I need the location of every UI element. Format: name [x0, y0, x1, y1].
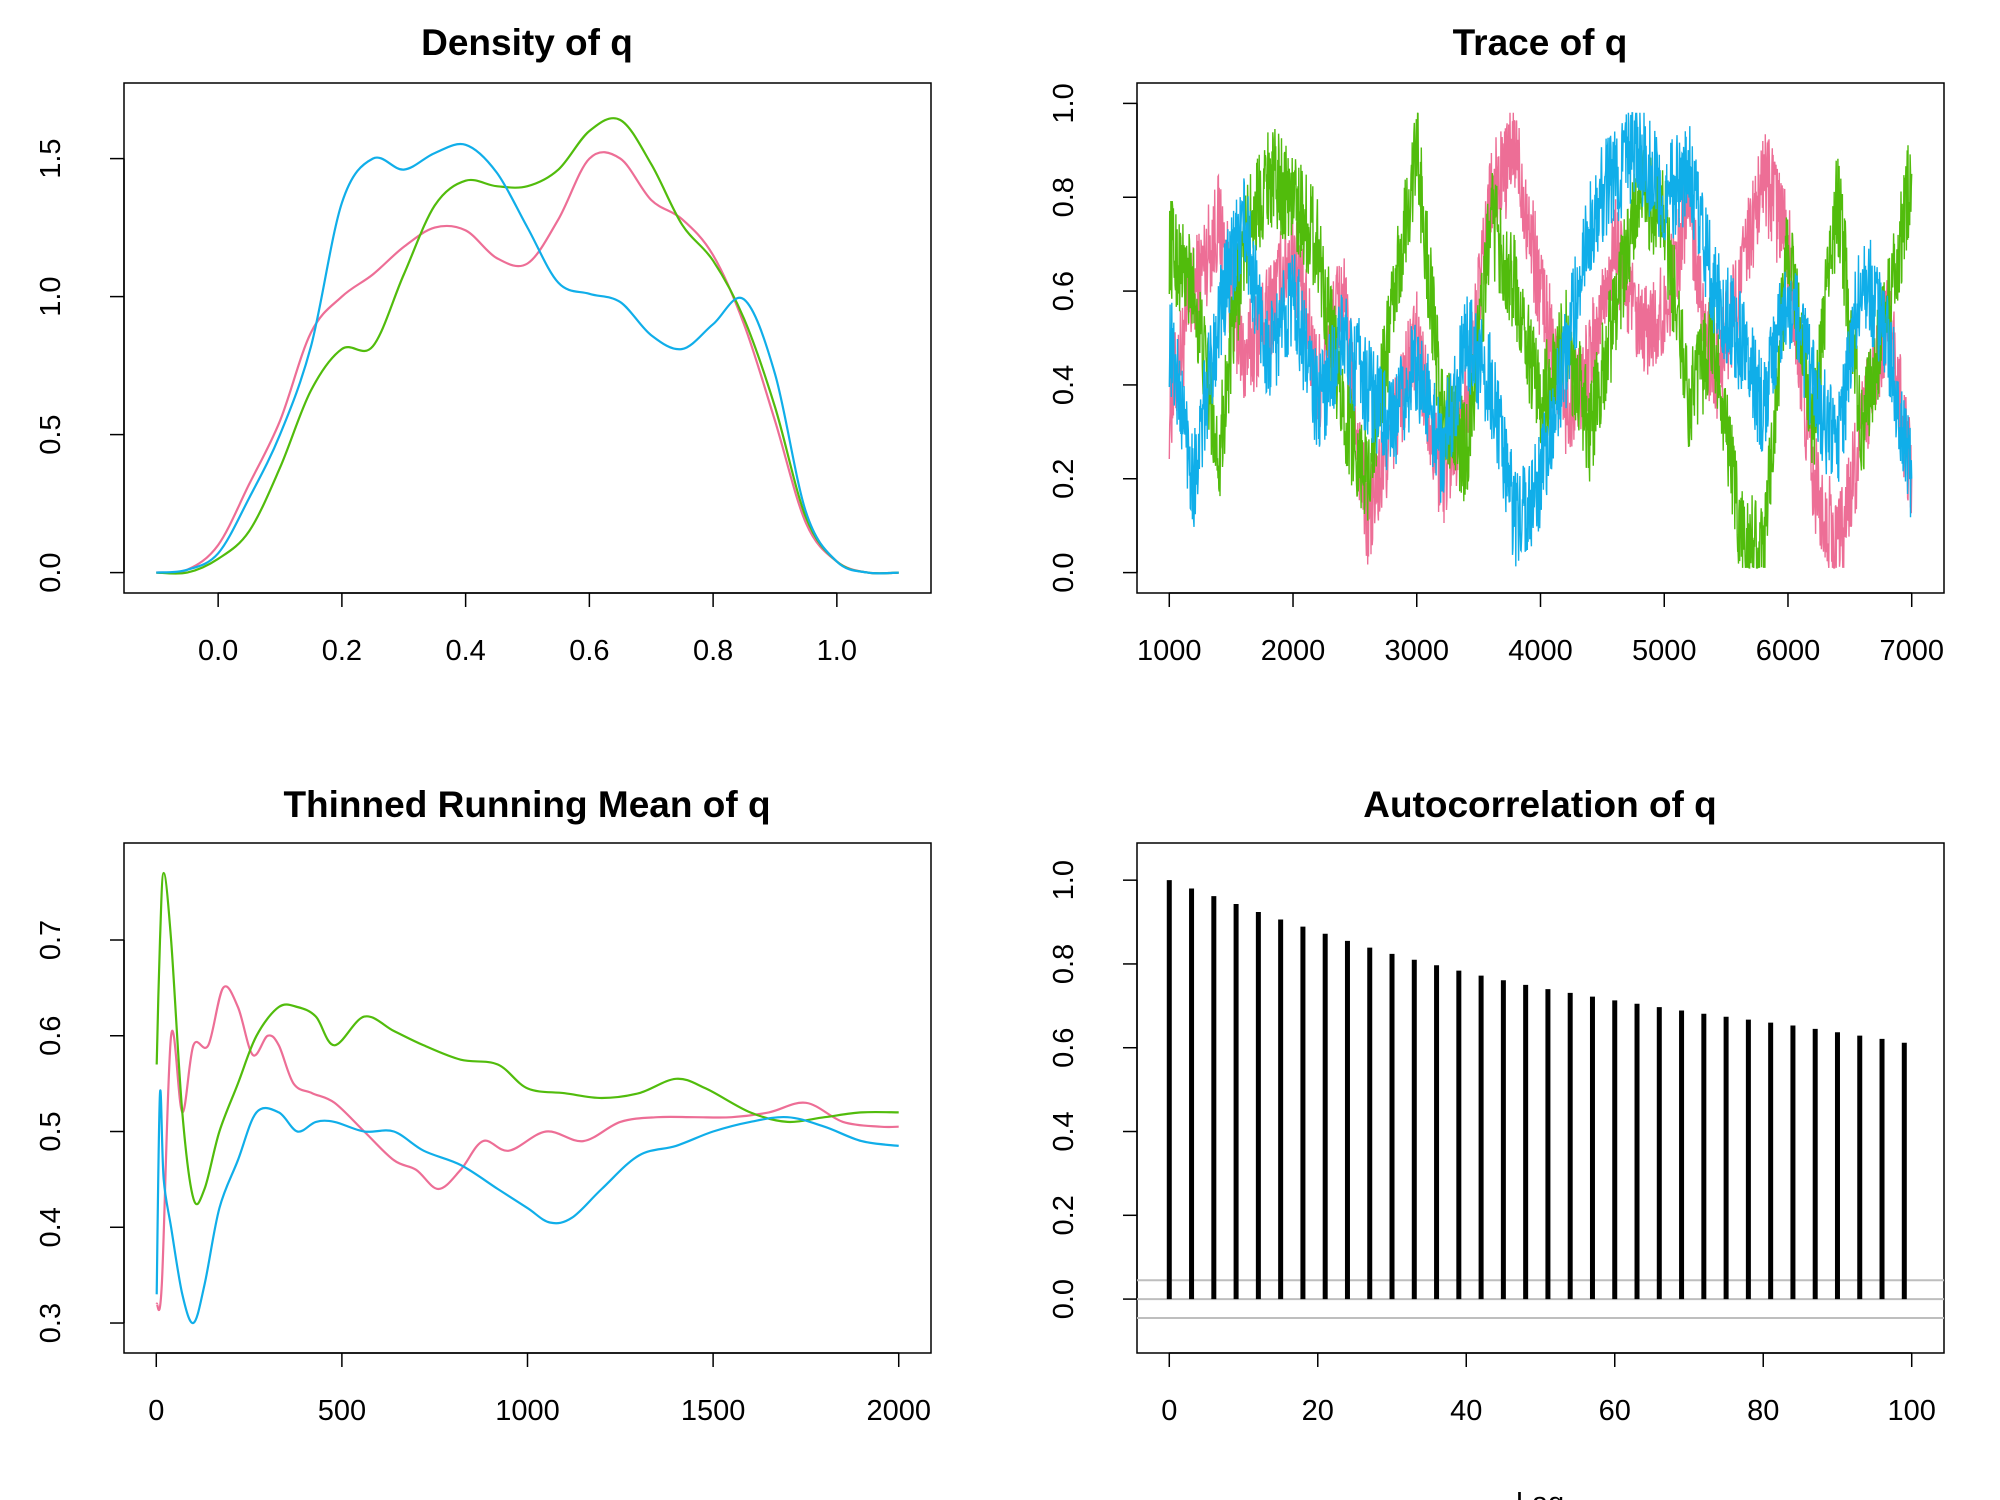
running-mean-series	[155, 871, 899, 1325]
x-tick-label: 3000	[1385, 635, 1450, 667]
density-x-axis: 0.0 0.2 0.4 0.6 0.8 1.0	[198, 592, 857, 667]
y-tick-label: 0.0	[1048, 552, 1080, 592]
x-tick-label: 1500	[681, 1395, 746, 1427]
y-tick-label: 1.5	[35, 138, 67, 178]
x-tick-label: 40	[1450, 1395, 1482, 1427]
y-tick-label: 0.8	[1048, 177, 1080, 217]
acf-y-axis: 0.0 0.2 0.4 0.6 0.8 1.0	[1048, 860, 1138, 1319]
trace-series	[1168, 112, 1913, 569]
acf-x-axis-label: Lag	[1516, 1487, 1564, 1500]
x-tick-label: 60	[1599, 1395, 1631, 1427]
series-line-3	[155, 1089, 899, 1325]
y-tick-label: 1.0	[35, 276, 67, 316]
y-tick-label: 0.4	[1048, 1111, 1080, 1151]
density-title: Density of q	[421, 22, 633, 63]
series-line-2	[156, 117, 899, 575]
x-tick-label: 2000	[1261, 635, 1326, 667]
y-tick-label: 0.5	[35, 1111, 67, 1151]
y-tick-label: 0.4	[35, 1207, 67, 1247]
y-tick-label: 0.0	[1048, 1279, 1080, 1319]
y-tick-label: 0.3	[35, 1303, 67, 1343]
running-mean-y-axis: 0.3 0.4 0.5 0.6 0.7	[35, 920, 125, 1343]
series-line-2	[155, 871, 899, 1206]
y-tick-label: 0.8	[1048, 944, 1080, 984]
y-tick-label: 0.6	[1048, 1028, 1080, 1068]
x-tick-label: 0.6	[569, 635, 609, 667]
x-tick-label: 0	[148, 1395, 164, 1427]
x-tick-label: 500	[318, 1395, 366, 1427]
running-mean-x-axis: 0 500 1000 1500 2000	[148, 1352, 931, 1427]
x-tick-label: 2000	[866, 1395, 931, 1427]
density-panel: Density of q 0.0 0.2 0.4 0.6 0.8 1.0 0.0 0.5 1.…	[35, 22, 932, 667]
y-tick-label: 1.0	[1048, 860, 1080, 900]
y-tick-label: 1.0	[1048, 83, 1080, 123]
x-tick-label: 1000	[495, 1395, 560, 1427]
trace-y-axis: 0.0 0.2 0.4 0.6 0.8 1.0	[1048, 83, 1138, 593]
trace-panel: Trace of q 1000 2000 3000 4000 5000 6000 7000 …	[1048, 22, 1945, 667]
running-mean-title: Thinned Running Mean of q	[283, 784, 770, 825]
y-tick-label: 0.4	[1048, 365, 1080, 405]
y-tick-label: 0.0	[35, 552, 67, 592]
y-tick-label: 0.2	[1048, 459, 1080, 499]
x-tick-label: 100	[1888, 1395, 1936, 1427]
trace-line-2	[1168, 112, 1913, 569]
x-tick-label: 1000	[1137, 635, 1202, 667]
series-line-3	[156, 142, 899, 575]
x-tick-label: 0.2	[322, 635, 362, 667]
running-mean-plot-frame	[123, 842, 932, 1354]
y-tick-label: 0.7	[35, 920, 67, 960]
x-tick-label: 0.8	[693, 635, 733, 667]
trace-title: Trace of q	[1453, 22, 1628, 63]
y-tick-label: 0.6	[35, 1016, 67, 1056]
x-tick-label: 80	[1747, 1395, 1779, 1427]
acf-x-axis: 0 20 40 60 80 100	[1161, 1352, 1936, 1427]
series-line-1	[155, 985, 899, 1312]
x-tick-label: 4000	[1508, 635, 1573, 667]
x-tick-label: 20	[1302, 1395, 1334, 1427]
acf-bars	[1137, 880, 1944, 1319]
y-tick-label: 0.5	[35, 414, 67, 454]
x-tick-label: 0	[1161, 1395, 1177, 1427]
series-line-1	[156, 151, 899, 575]
trace-x-axis: 1000 2000 3000 4000 5000 6000 7000	[1137, 592, 1944, 667]
running-mean-panel: Thinned Running Mean of q 0 500 1000 1500 20…	[35, 784, 932, 1427]
x-tick-label: 6000	[1756, 635, 1821, 667]
acf-panel: Autocorrelation of q 0 20 40 60 80 100 0.0 0.2…	[1048, 784, 1945, 1500]
x-tick-label: 1.0	[817, 635, 857, 667]
density-series	[156, 117, 899, 575]
y-tick-label: 0.2	[1048, 1195, 1080, 1235]
density-plot-frame	[123, 82, 932, 594]
acf-title: Autocorrelation of q	[1363, 784, 1717, 825]
x-tick-label: 7000	[1879, 635, 1944, 667]
density-y-axis: 0.0 0.5 1.0 1.5	[35, 138, 125, 593]
x-tick-label: 0.4	[445, 635, 485, 667]
y-tick-label: 0.6	[1048, 271, 1080, 311]
x-tick-label: 0.0	[198, 635, 238, 667]
trace-line-3	[1168, 112, 1913, 567]
x-tick-label: 5000	[1632, 635, 1697, 667]
